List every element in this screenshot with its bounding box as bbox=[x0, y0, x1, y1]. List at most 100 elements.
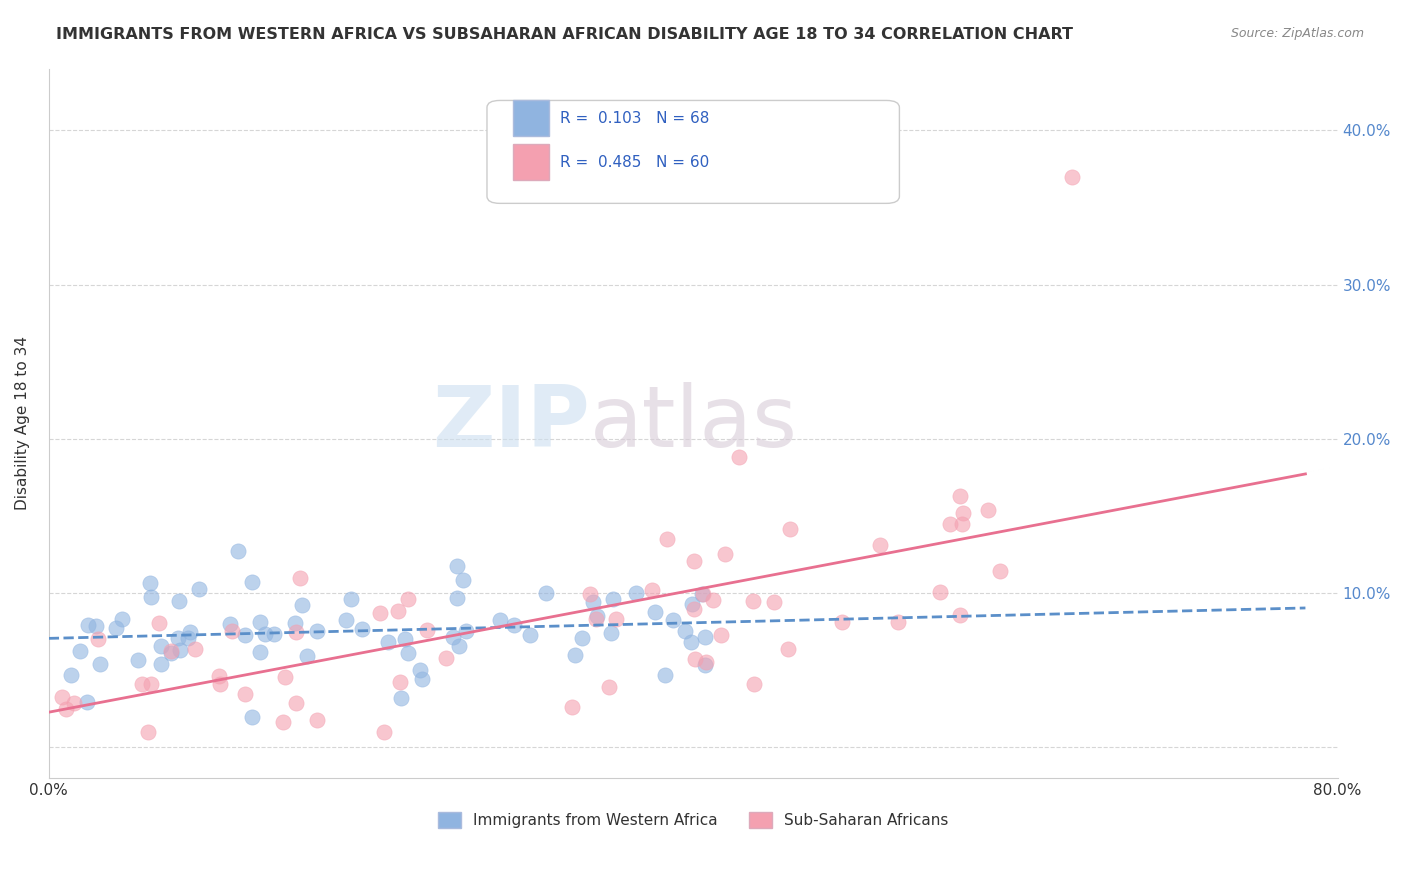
Point bbox=[446, 591, 468, 606]
Point bbox=[657, 532, 679, 546]
Point bbox=[579, 587, 602, 601]
Point bbox=[598, 681, 620, 695]
Point bbox=[396, 646, 419, 660]
Point bbox=[692, 587, 714, 601]
Point bbox=[187, 582, 209, 596]
Text: IMMIGRANTS FROM WESTERN AFRICA VS SUBSAHARAN AFRICAN DISABILITY AGE 18 TO 34 COR: IMMIGRANTS FROM WESTERN AFRICA VS SUBSAH… bbox=[56, 27, 1073, 42]
Point bbox=[585, 612, 607, 626]
Point bbox=[396, 591, 419, 606]
Point bbox=[582, 594, 605, 608]
Point bbox=[682, 554, 704, 568]
Point bbox=[387, 604, 409, 618]
Point bbox=[683, 602, 706, 616]
Point bbox=[139, 576, 162, 591]
Point bbox=[602, 592, 624, 607]
Point bbox=[271, 714, 294, 729]
Point bbox=[441, 631, 464, 645]
Point bbox=[69, 644, 91, 658]
Point bbox=[1060, 169, 1083, 184]
Point bbox=[408, 663, 430, 677]
Point bbox=[305, 714, 328, 728]
Point bbox=[335, 613, 357, 627]
Point bbox=[447, 639, 470, 653]
Point bbox=[683, 652, 706, 666]
Point bbox=[76, 618, 98, 632]
Point bbox=[488, 613, 510, 627]
Point bbox=[131, 676, 153, 690]
Point bbox=[169, 594, 191, 608]
Point bbox=[226, 543, 249, 558]
Point bbox=[240, 574, 263, 589]
Point bbox=[240, 709, 263, 723]
Point bbox=[62, 696, 84, 710]
Y-axis label: Disability Age 18 to 34: Disability Age 18 to 34 bbox=[15, 336, 30, 510]
Point bbox=[150, 640, 173, 654]
FancyBboxPatch shape bbox=[513, 101, 548, 136]
Point bbox=[167, 631, 190, 645]
Point bbox=[84, 619, 107, 633]
Point bbox=[742, 677, 765, 691]
Point bbox=[284, 696, 307, 710]
Point bbox=[263, 627, 285, 641]
Point bbox=[779, 522, 801, 536]
Point bbox=[605, 612, 627, 626]
Point bbox=[988, 565, 1011, 579]
Point bbox=[654, 668, 676, 682]
Point bbox=[454, 624, 477, 638]
Point bbox=[600, 626, 623, 640]
Point bbox=[952, 506, 974, 520]
Point bbox=[111, 612, 134, 626]
Point bbox=[148, 615, 170, 630]
Point bbox=[160, 644, 183, 658]
Point bbox=[695, 655, 717, 669]
Point bbox=[184, 642, 207, 657]
Point bbox=[150, 657, 173, 672]
Point bbox=[977, 503, 1000, 517]
Point bbox=[519, 628, 541, 642]
Point bbox=[55, 702, 77, 716]
Point bbox=[695, 658, 717, 673]
Point bbox=[284, 615, 307, 630]
Point bbox=[208, 669, 231, 683]
Point bbox=[564, 648, 586, 662]
Point bbox=[297, 648, 319, 663]
Point bbox=[233, 628, 256, 642]
Legend: Immigrants from Western Africa, Sub-Saharan Africans: Immigrants from Western Africa, Sub-Saha… bbox=[432, 806, 955, 834]
Point bbox=[702, 593, 724, 607]
Point bbox=[682, 598, 704, 612]
Text: R =  0.485   N = 60: R = 0.485 N = 60 bbox=[561, 154, 710, 169]
Point bbox=[693, 630, 716, 644]
Point bbox=[377, 635, 399, 649]
Point bbox=[681, 635, 703, 649]
Text: R =  0.103   N = 68: R = 0.103 N = 68 bbox=[561, 111, 710, 126]
Point bbox=[586, 608, 609, 623]
Point bbox=[254, 626, 277, 640]
Point bbox=[104, 621, 127, 635]
Point bbox=[389, 674, 412, 689]
Point bbox=[571, 631, 593, 645]
Point bbox=[249, 645, 271, 659]
Text: ZIP: ZIP bbox=[432, 382, 591, 465]
Point bbox=[285, 625, 308, 640]
Point bbox=[710, 628, 733, 642]
Point bbox=[762, 595, 785, 609]
Point bbox=[692, 587, 714, 601]
Point bbox=[139, 591, 162, 605]
Point bbox=[662, 613, 685, 627]
Point bbox=[416, 624, 439, 638]
Point bbox=[249, 615, 271, 629]
Point bbox=[451, 573, 474, 587]
Point bbox=[831, 615, 853, 629]
Point bbox=[389, 691, 412, 706]
Point bbox=[290, 571, 312, 585]
Point bbox=[641, 582, 664, 597]
Point bbox=[503, 618, 526, 632]
Point bbox=[373, 725, 395, 739]
Point bbox=[139, 676, 162, 690]
Point bbox=[208, 677, 231, 691]
Point bbox=[887, 615, 910, 629]
Point bbox=[644, 605, 666, 619]
FancyBboxPatch shape bbox=[486, 101, 900, 203]
Point bbox=[350, 622, 373, 636]
Point bbox=[929, 585, 952, 599]
